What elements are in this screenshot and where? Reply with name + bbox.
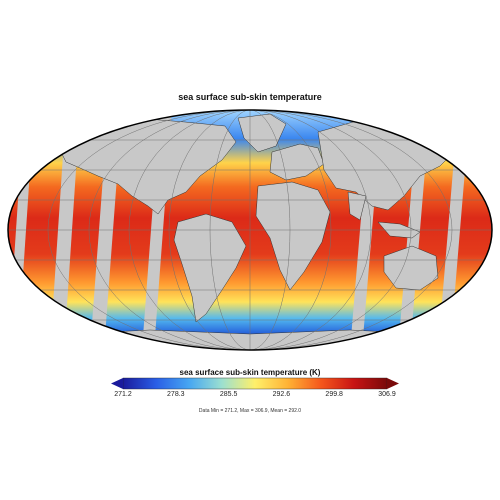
colorbar-max-arrow (387, 378, 399, 389)
data-stats: Data Min = 271.2, Max = 306.9, Mean = 29… (198, 408, 302, 414)
landmass-north-america (59, 117, 237, 215)
landmass-india (347, 191, 367, 221)
colorbar-tick: 299.8 (325, 391, 343, 398)
colorbar (111, 377, 399, 390)
map-outline (7, 109, 493, 351)
landmass-australia (383, 245, 439, 291)
colorbar-tick-labels: 271.2 278.3 285.5 292.6 299.8 306.9 (0, 391, 500, 401)
colorbar-title: sea surface sub-skin temperature (K) (179, 368, 321, 377)
colorbar-gradient (122, 377, 388, 390)
colorbar-tick: 285.5 (219, 391, 238, 398)
colorbar-tick: 292.6 (272, 391, 291, 398)
colorbar-tick: 278.3 (167, 391, 185, 398)
colorbar-min-arrow (111, 378, 123, 389)
landmass-africa (255, 181, 331, 291)
colorbar-tick: 306.9 (378, 391, 396, 398)
colorbar-tick: 271.2 (114, 391, 132, 398)
map-title: sea surface sub-skin temperature (178, 92, 322, 102)
